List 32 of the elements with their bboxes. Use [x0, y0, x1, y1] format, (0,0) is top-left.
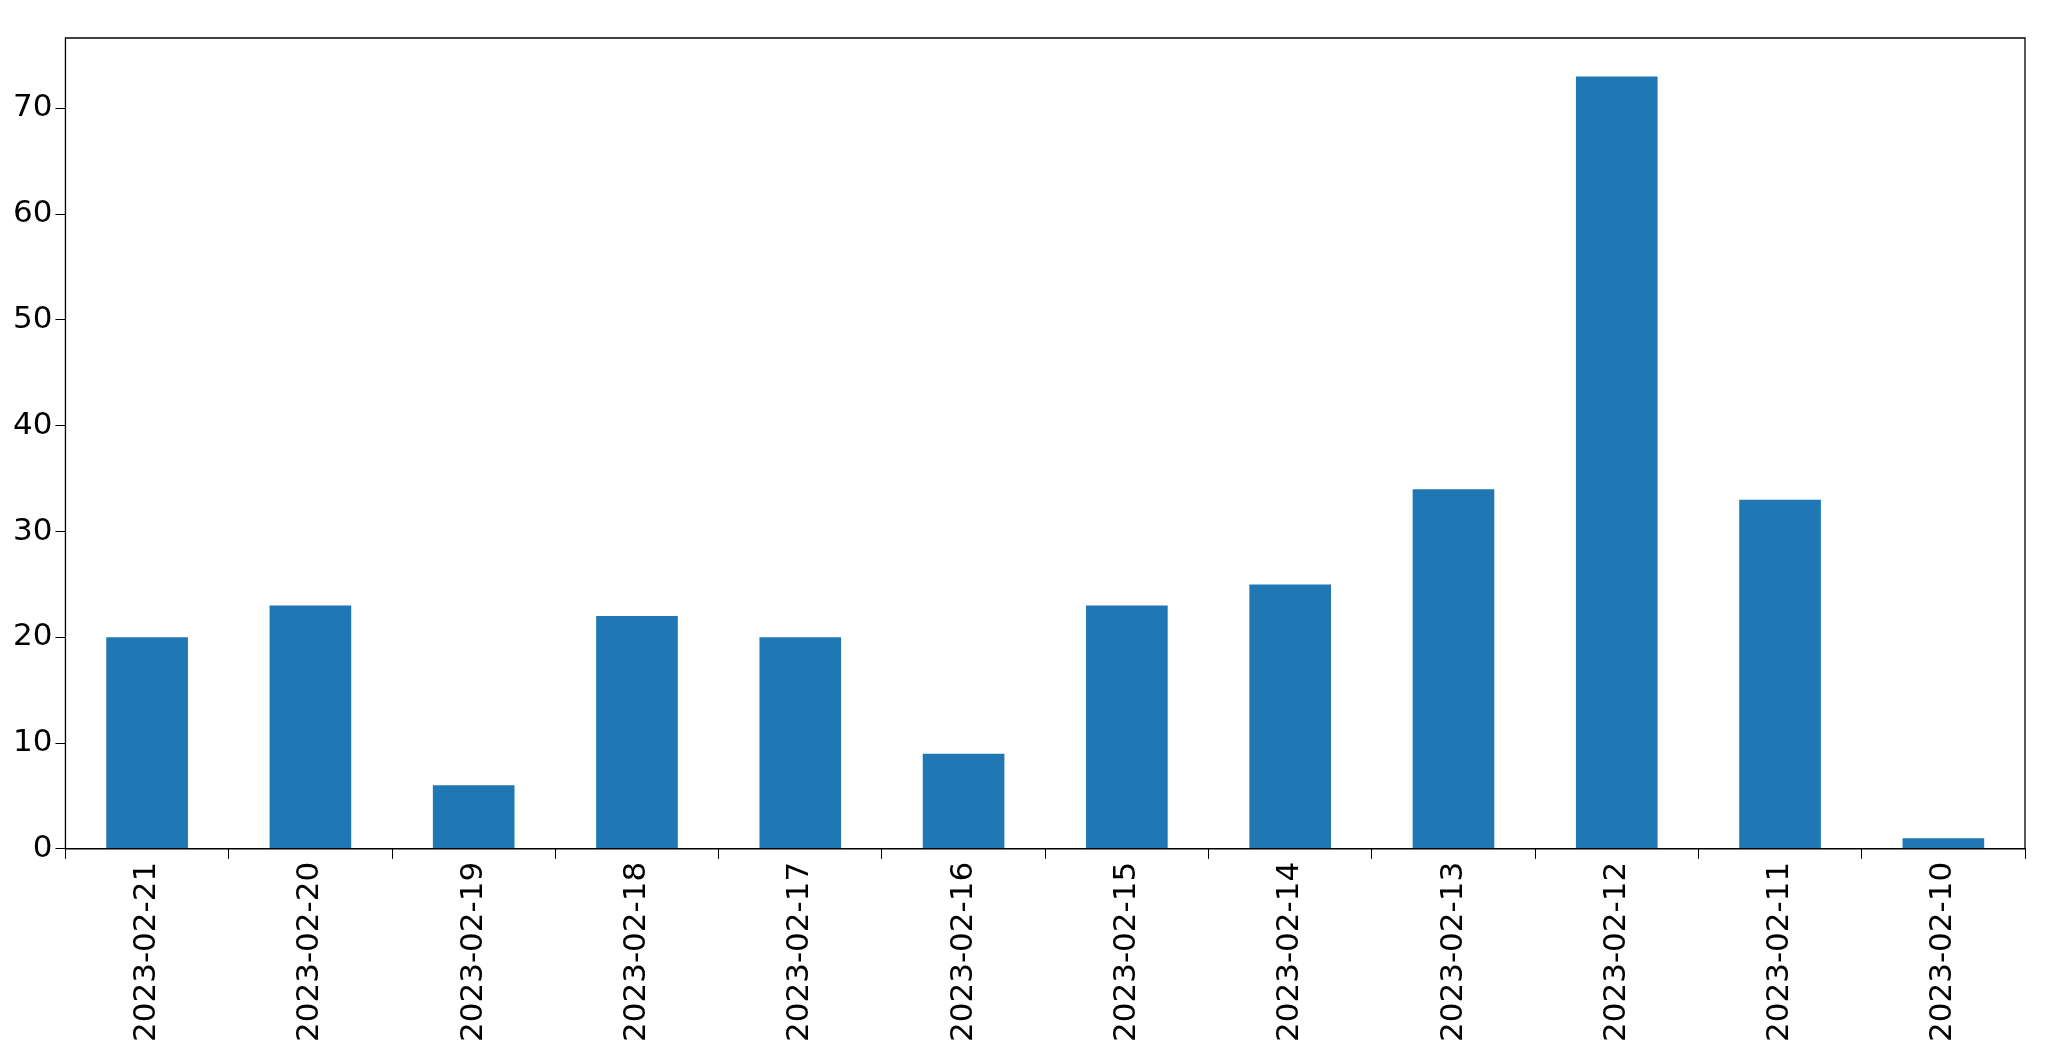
bar — [1575, 76, 1658, 849]
bar — [269, 605, 352, 849]
bar — [1412, 489, 1495, 849]
y-tick-label: 60 — [12, 193, 53, 230]
bar — [596, 616, 678, 849]
bar — [432, 785, 515, 849]
y-tick-label: 50 — [12, 298, 53, 335]
y-tick-label: 0 — [32, 827, 53, 864]
x-tick-label: 2023-02-18 — [616, 861, 653, 1043]
bar — [106, 637, 188, 849]
x-tick-label: 2023-02-11 — [1759, 861, 1796, 1043]
bar — [1902, 838, 1985, 849]
y-tick-label: 30 — [12, 510, 53, 547]
x-tick-label: 2023-02-10 — [1922, 861, 1959, 1043]
y-tick-label: 20 — [12, 616, 53, 653]
bar — [1086, 605, 1168, 849]
y-tick-label: 10 — [12, 722, 53, 759]
x-tick-label: 2023-02-16 — [942, 861, 979, 1043]
bar — [1249, 584, 1331, 849]
x-tick-label: 2023-02-15 — [1105, 861, 1142, 1043]
x-tick-label: 2023-02-12 — [1595, 861, 1632, 1043]
x-tick-label: 2023-02-19 — [452, 861, 489, 1043]
bar — [922, 753, 1005, 849]
x-tick-label: 2023-02-13 — [1432, 861, 1469, 1043]
x-tick-label: 2023-02-17 — [779, 861, 816, 1043]
x-tick-label: 2023-02-14 — [1269, 861, 1306, 1043]
x-tick-label: 2023-02-21 — [126, 861, 163, 1043]
bar — [1739, 499, 1821, 849]
y-tick-label: 70 — [12, 87, 53, 124]
bar — [759, 637, 842, 849]
x-tick-label: 2023-02-20 — [289, 861, 326, 1043]
y-tick-label: 40 — [12, 404, 53, 441]
